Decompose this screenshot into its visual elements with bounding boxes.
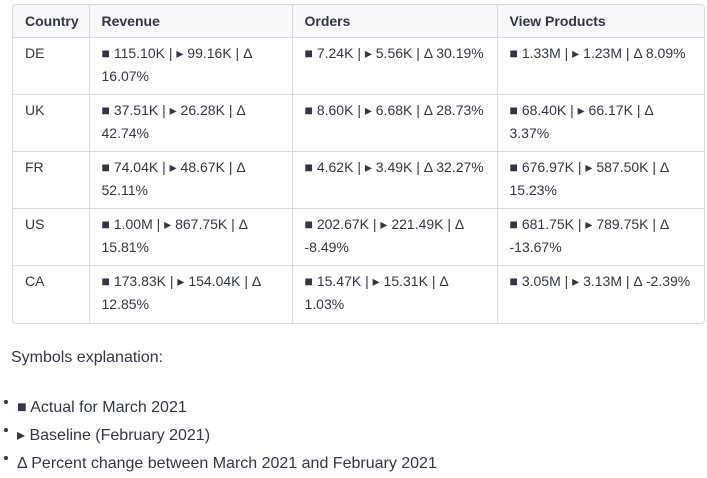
cell-view-products: ■ 681.75K | ▸ 789.75K | Δ -13.67% <box>497 208 704 266</box>
cell-orders: ■ 202.67K | ▸ 221.49K | Δ -8.49% <box>292 208 498 266</box>
cell-revenue: ■ 74.04K | ▸ 48.67K | Δ 52.11% <box>89 151 293 209</box>
cell-view-products: ■ 1.33M | ▸ 1.23M | Δ 8.09% <box>497 37 704 95</box>
legend-actual-text: ■ Actual for March 2021 <box>17 399 187 416</box>
legend-change-text: Δ Percent change between March 2021 and … <box>17 455 437 472</box>
cell-country: UK <box>13 94 90 152</box>
legend-baseline-text: ▸ Baseline (February 2021) <box>17 427 211 444</box>
cell-orders: ■ 8.60K | ▸ 6.68K | Δ 28.73% <box>292 94 498 152</box>
table-row: DE ■ 115.10K | ▸ 99.16K | Δ 16.07% ■ 7.2… <box>13 37 704 95</box>
cell-revenue: ■ 1.00M | ▸ 867.75K | Δ 15.81% <box>89 208 293 266</box>
table-header-row: Country Revenue Orders View Products <box>13 5 704 38</box>
cell-country: DE <box>13 37 90 95</box>
list-item: Δ Percent change between March 2021 and … <box>0 450 437 478</box>
list-item: ■ Actual for March 2021 <box>0 394 437 422</box>
cell-orders: ■ 15.47K | ▸ 15.31K | Δ 1.03% <box>292 265 498 323</box>
header-country: Country <box>13 5 90 38</box>
table-row: CA ■ 173.83K | ▸ 154.04K | Δ 12.85% ■ 15… <box>13 265 704 323</box>
cell-orders: ■ 4.62K | ▸ 3.49K | Δ 32.27% <box>292 151 498 209</box>
cell-view-products: ■ 68.40K | ▸ 66.17K | Δ 3.37% <box>497 94 704 152</box>
symbols-explanation-title: Symbols explanation: <box>11 349 164 366</box>
cell-revenue: ■ 173.83K | ▸ 154.04K | Δ 12.85% <box>89 265 293 323</box>
cell-view-products: ■ 676.97K | ▸ 587.50K | Δ 15.23% <box>497 151 704 209</box>
header-revenue: Revenue <box>89 5 293 38</box>
bullet-icon <box>4 456 8 460</box>
header-orders: Orders <box>292 5 498 38</box>
cell-revenue: ■ 37.51K | ▸ 26.28K | Δ 42.74% <box>89 94 293 152</box>
bullet-icon <box>4 400 8 404</box>
cell-country: CA <box>13 265 90 323</box>
list-item: ▸ Baseline (February 2021) <box>0 422 437 450</box>
table-row: US ■ 1.00M | ▸ 867.75K | Δ 15.81% ■ 202.… <box>13 208 704 266</box>
cell-view-products: ■ 3.05M | ▸ 3.13M | Δ -2.39% <box>509 273 691 289</box>
bullet-icon <box>4 428 8 432</box>
cell-orders: ■ 7.24K | ▸ 5.56K | Δ 30.19% <box>292 37 498 95</box>
metrics-table: Country Revenue Orders View Products DE … <box>13 5 704 323</box>
table-row: UK ■ 37.51K | ▸ 26.28K | Δ 42.74% ■ 8.60… <box>13 94 704 152</box>
cell-country: US <box>13 208 90 266</box>
header-view-products: View Products <box>497 5 704 38</box>
table-row: FR ■ 74.04K | ▸ 48.67K | Δ 52.11% ■ 4.62… <box>13 151 704 209</box>
metrics-table-container: Country Revenue Orders View Products DE … <box>12 4 705 324</box>
cell-country: FR <box>13 151 90 209</box>
symbols-legend-list: ■ Actual for March 2021 ▸ Baseline (Febr… <box>0 394 437 478</box>
cell-revenue: ■ 115.10K | ▸ 99.16K | Δ 16.07% <box>89 37 293 95</box>
